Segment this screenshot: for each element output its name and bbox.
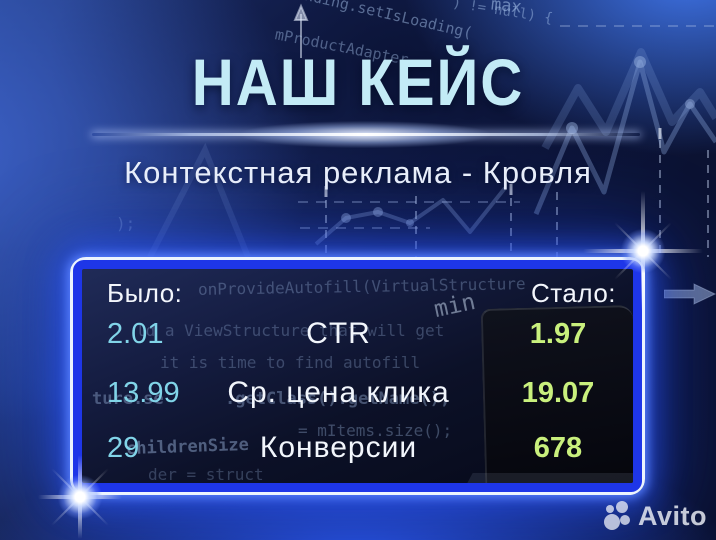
after-value: 19.07 xyxy=(521,377,595,409)
arrow-right-icon xyxy=(664,283,716,305)
avito-wordmark: Avito xyxy=(638,500,707,531)
metric-label: Конверсии xyxy=(259,431,418,464)
after-value: 1.97 xyxy=(529,318,587,350)
after-header: Стало: xyxy=(531,278,616,308)
before-value: 29 xyxy=(107,432,140,464)
stat-row-conversions: 29 Конверсии 678 xyxy=(82,431,633,465)
metric-label: Ср. цена клика xyxy=(227,376,450,409)
stat-row-ctr: 2.01 CTR 1.97 xyxy=(82,317,633,351)
avito-logo-icon xyxy=(604,501,630,530)
campaign-subtitle: Контекстная реклама - Кровля xyxy=(124,155,592,190)
laptop-base xyxy=(467,473,633,483)
avito-watermark: Avito xyxy=(602,500,707,532)
before-value: 2.01 xyxy=(107,318,164,350)
lens-flare-line xyxy=(92,133,640,136)
code-fragment: der = struct xyxy=(148,465,264,484)
before-value: 13.99 xyxy=(107,377,180,409)
code-fragment: it is time to find autofill xyxy=(160,353,421,372)
metric-label: CTR xyxy=(306,317,371,350)
page-title: НАШ КЕЙС xyxy=(191,45,525,120)
stats-panel: onProvideAutofill(VirtualStructure min l… xyxy=(70,257,645,495)
after-value: 678 xyxy=(533,432,583,464)
stat-row-cpc: 13.99 Ср. цена клика 19.07 xyxy=(82,376,633,410)
stats-panel-body: onProvideAutofill(VirtualStructure min l… xyxy=(73,260,642,492)
before-header: Было: xyxy=(107,278,183,308)
